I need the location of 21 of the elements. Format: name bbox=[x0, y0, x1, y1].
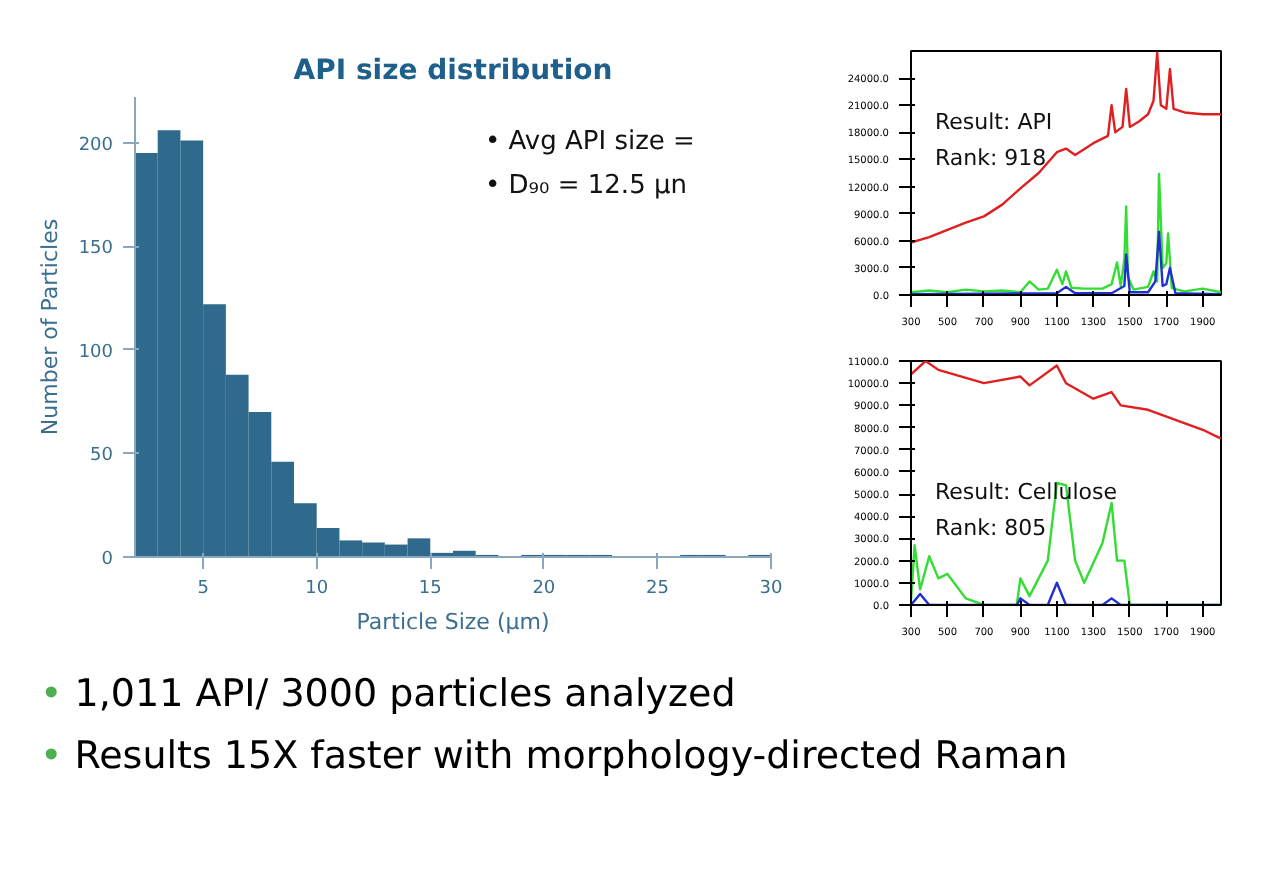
annotation: Rank: 805 bbox=[935, 515, 1047, 541]
y-axis-title: Number of Particles bbox=[36, 218, 63, 436]
x-tick-label: 10 bbox=[305, 579, 329, 599]
text: • 1,011 API/ 3000 particles analyzed bbox=[40, 670, 738, 720]
annotation: Rank: 918 bbox=[935, 145, 1047, 171]
text: • Results 15X faster with morphology-directed Raman bbox=[40, 732, 1068, 783]
annotation: Result: API bbox=[935, 109, 1053, 135]
annotation: • D₉₀ = 12.5 µn bbox=[485, 171, 687, 201]
y-tick-label: 200 bbox=[78, 135, 114, 156]
y-tick-label: 0 bbox=[101, 550, 114, 570]
y-tick-label: 50 bbox=[90, 446, 114, 467]
x-tick-label: 5 bbox=[197, 579, 209, 599]
annotation: • Avg API size = bbox=[485, 127, 695, 157]
chart-title: API size distribution bbox=[293, 55, 613, 87]
x-tick-label: 25 bbox=[645, 579, 669, 599]
x-tick-label: 30 bbox=[759, 579, 783, 599]
x-axis-title: Particle Size (µm) bbox=[356, 609, 550, 635]
y-tick-label: 100 bbox=[78, 342, 114, 363]
x-tick-label: 15 bbox=[418, 579, 442, 599]
y-tick-label: 150 bbox=[78, 239, 114, 260]
x-tick-label: 20 bbox=[532, 579, 556, 599]
